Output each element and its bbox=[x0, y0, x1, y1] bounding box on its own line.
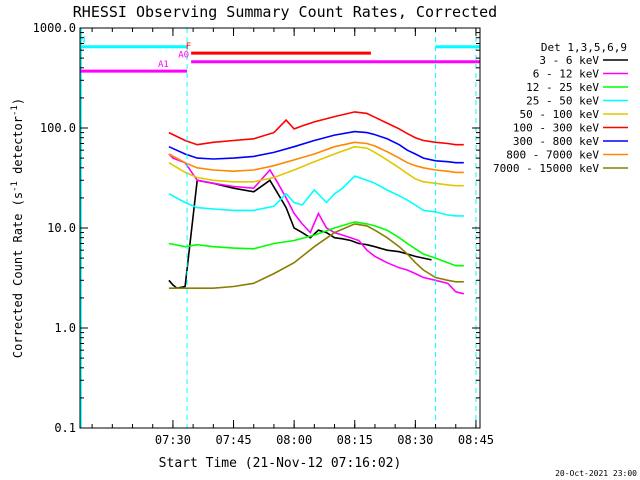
y-axis-label: Corrected Count Rate (s-1 detector-1) bbox=[10, 98, 25, 358]
y-tick-label-3: 10.0 bbox=[47, 221, 76, 235]
x-axis-label: Start Time (21-Nov-12 07:16:02) bbox=[159, 456, 402, 471]
series-line-3 bbox=[168, 221, 464, 267]
y-tick-label-2: 1.0 bbox=[54, 321, 76, 335]
y-tick-label-5: 1000.0 bbox=[33, 21, 76, 35]
legend-label-7: 300 - 800 keV bbox=[513, 135, 599, 148]
flag-label-5: A1 bbox=[158, 60, 169, 70]
legend-label-2: 6 - 12 keV bbox=[533, 68, 600, 81]
legend-label-8: 800 - 7000 keV bbox=[506, 149, 599, 162]
legend-label-3: 12 - 25 keV bbox=[526, 81, 599, 94]
plot-frame bbox=[79, 27, 481, 429]
series-line-1 bbox=[168, 179, 432, 290]
footer-date: 20-Oct-2021 23:00 bbox=[555, 469, 637, 478]
series-line-9 bbox=[168, 223, 464, 289]
axes: 0.1 1.0 10.0 100.0 1000.0 07:30 07:45 08:00 08:1… bbox=[33, 21, 494, 447]
x-tick-label-3: 08:00 bbox=[276, 433, 312, 447]
flag-label-1: N bbox=[80, 36, 85, 46]
y-axis-label-end: ) bbox=[11, 98, 25, 105]
x-tick-label-2: 07:45 bbox=[215, 433, 251, 447]
legend-label-5: 50 - 100 keV bbox=[520, 108, 600, 121]
legend-label-1: 3 - 6 keV bbox=[539, 54, 599, 67]
plot-area: N FA0 A1 bbox=[80, 28, 480, 428]
legend-title: Det 1,3,5,6,9 bbox=[541, 41, 627, 54]
series-line-8 bbox=[168, 141, 464, 174]
x-tick-label-6: 08:45 bbox=[458, 433, 494, 447]
flag-label-3: F bbox=[186, 42, 191, 52]
x-tick-label-1: 07:30 bbox=[155, 433, 191, 447]
series-line-4 bbox=[168, 175, 464, 217]
series-line-7 bbox=[168, 130, 464, 164]
y-axis-label-exp1: -1 bbox=[10, 181, 20, 192]
flag-label-4: A0 bbox=[178, 51, 189, 61]
y-tick-label-1: 0.1 bbox=[54, 421, 76, 435]
series-line-5 bbox=[168, 145, 464, 187]
y-axis-label-exp2: -1 bbox=[10, 105, 20, 116]
y-tick-label-4: 100.0 bbox=[40, 121, 76, 135]
y-axis-label-main: Corrected Count Rate (s bbox=[11, 192, 25, 358]
legend-label-6: 100 - 300 keV bbox=[513, 122, 599, 135]
chart-title: RHESSI Observing Summary Count Rates, Co… bbox=[73, 3, 497, 21]
series-line-6 bbox=[168, 111, 464, 146]
legend-label-9: 7000 - 15000 keV bbox=[493, 162, 599, 175]
y-axis-label-mid: detector bbox=[11, 116, 25, 181]
x-tick-label-4: 08:15 bbox=[337, 433, 373, 447]
x-tick-label-5: 08:30 bbox=[397, 433, 433, 447]
series-line-2 bbox=[168, 153, 464, 295]
legend-label-4: 25 - 50 keV bbox=[526, 95, 599, 108]
